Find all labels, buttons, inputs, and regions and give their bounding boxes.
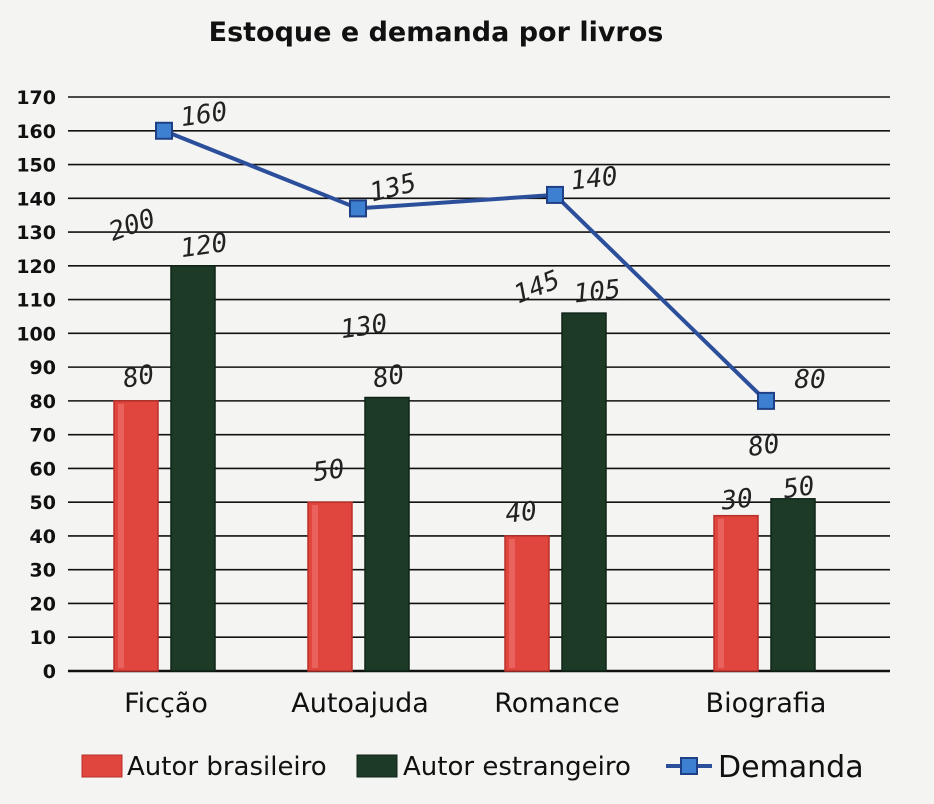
bar-autor-estrangeiro-romance	[561, 312, 607, 672]
y-tick-label: 30	[30, 560, 56, 582]
y-tick-label: 80	[30, 391, 56, 413]
handwritten-note: 50	[311, 454, 346, 488]
y-axis-ticks: 0 10 20 30 40 50 60 70 80 90 100 110 120 130 140 150 160…	[16, 87, 56, 683]
bar-highlight	[718, 518, 724, 668]
category-label: Autoajuda	[291, 688, 429, 719]
handwritten-note: 135	[367, 168, 420, 208]
legend-swatch-autor-estrangeiro	[356, 754, 398, 778]
bars	[113, 265, 816, 672]
y-tick-label: 130	[16, 222, 56, 244]
y-tick-label: 70	[30, 425, 56, 447]
y-tick-label: 110	[16, 290, 56, 312]
y-tick-label: 40	[30, 526, 56, 548]
category-label: Romance	[494, 688, 619, 719]
handwritten-note: 80	[371, 360, 407, 395]
demand-line	[155, 121, 775, 410]
chart-title: Estoque e demanda por livros	[209, 17, 664, 48]
handwritten-note: 145	[510, 265, 565, 310]
bar-autor-estrangeiro-biografia	[770, 498, 816, 672]
y-tick-label: 100	[16, 323, 56, 345]
bar-autor-estrangeiro-autoajuda	[364, 396, 410, 672]
bar-highlight	[118, 403, 124, 668]
y-tick-label: 0	[43, 661, 56, 683]
legend-marker-demanda	[680, 757, 698, 775]
demand-marker-autoajuda	[349, 199, 367, 218]
bar-autor-estrangeiro-ficção	[170, 265, 216, 672]
handwritten-note: 200	[105, 203, 159, 247]
handwritten-note: 80	[121, 360, 157, 395]
handwritten-note: 105	[572, 275, 622, 310]
legend-label-autor-brasileiro: Autor brasileiro	[127, 752, 327, 782]
y-tick-label: 10	[30, 627, 56, 649]
handwritten-note: 140	[569, 162, 619, 197]
y-tick-label: 120	[16, 256, 56, 278]
y-tick-label: 150	[16, 155, 56, 177]
y-tick-label: 140	[16, 188, 56, 210]
category-label: Biografia	[706, 688, 827, 719]
handwritten-note: 40	[504, 496, 538, 529]
handwritten-note: 160	[179, 97, 230, 133]
y-tick-label: 20	[30, 593, 56, 615]
bar-highlight	[509, 538, 515, 668]
demand-marker-ficção	[155, 121, 173, 140]
handwritten-note: 30	[719, 483, 754, 516]
y-tick-label: 50	[30, 492, 56, 514]
legend-label-autor-estrangeiro: Autor estrangeiro	[403, 752, 631, 782]
y-tick-label: 160	[16, 121, 56, 143]
legend-swatch-autor-brasileiro	[81, 754, 123, 778]
category-label: Ficção	[124, 688, 208, 719]
y-tick-label: 170	[16, 87, 56, 109]
demand-series-line	[163, 128, 768, 403]
legend-label-demanda: Demanda	[718, 750, 864, 785]
category-labels: Ficção Autoajuda Romance Biografia	[124, 688, 826, 719]
y-tick-label: 90	[30, 357, 56, 379]
demand-marker-romance	[546, 185, 564, 204]
handwritten-note: 80	[746, 429, 781, 463]
legend: Autor brasileiro Autor estrangeiro Demanda	[81, 750, 864, 785]
handwritten-note: 120	[179, 228, 230, 264]
handwritten-note: 50	[781, 471, 816, 505]
bar-highlight	[312, 505, 318, 668]
y-tick-label: 60	[30, 458, 56, 480]
handwritten-note: 80	[794, 365, 825, 395]
handwritten-note: 130	[339, 309, 390, 345]
demand-marker-biografia	[757, 391, 775, 410]
